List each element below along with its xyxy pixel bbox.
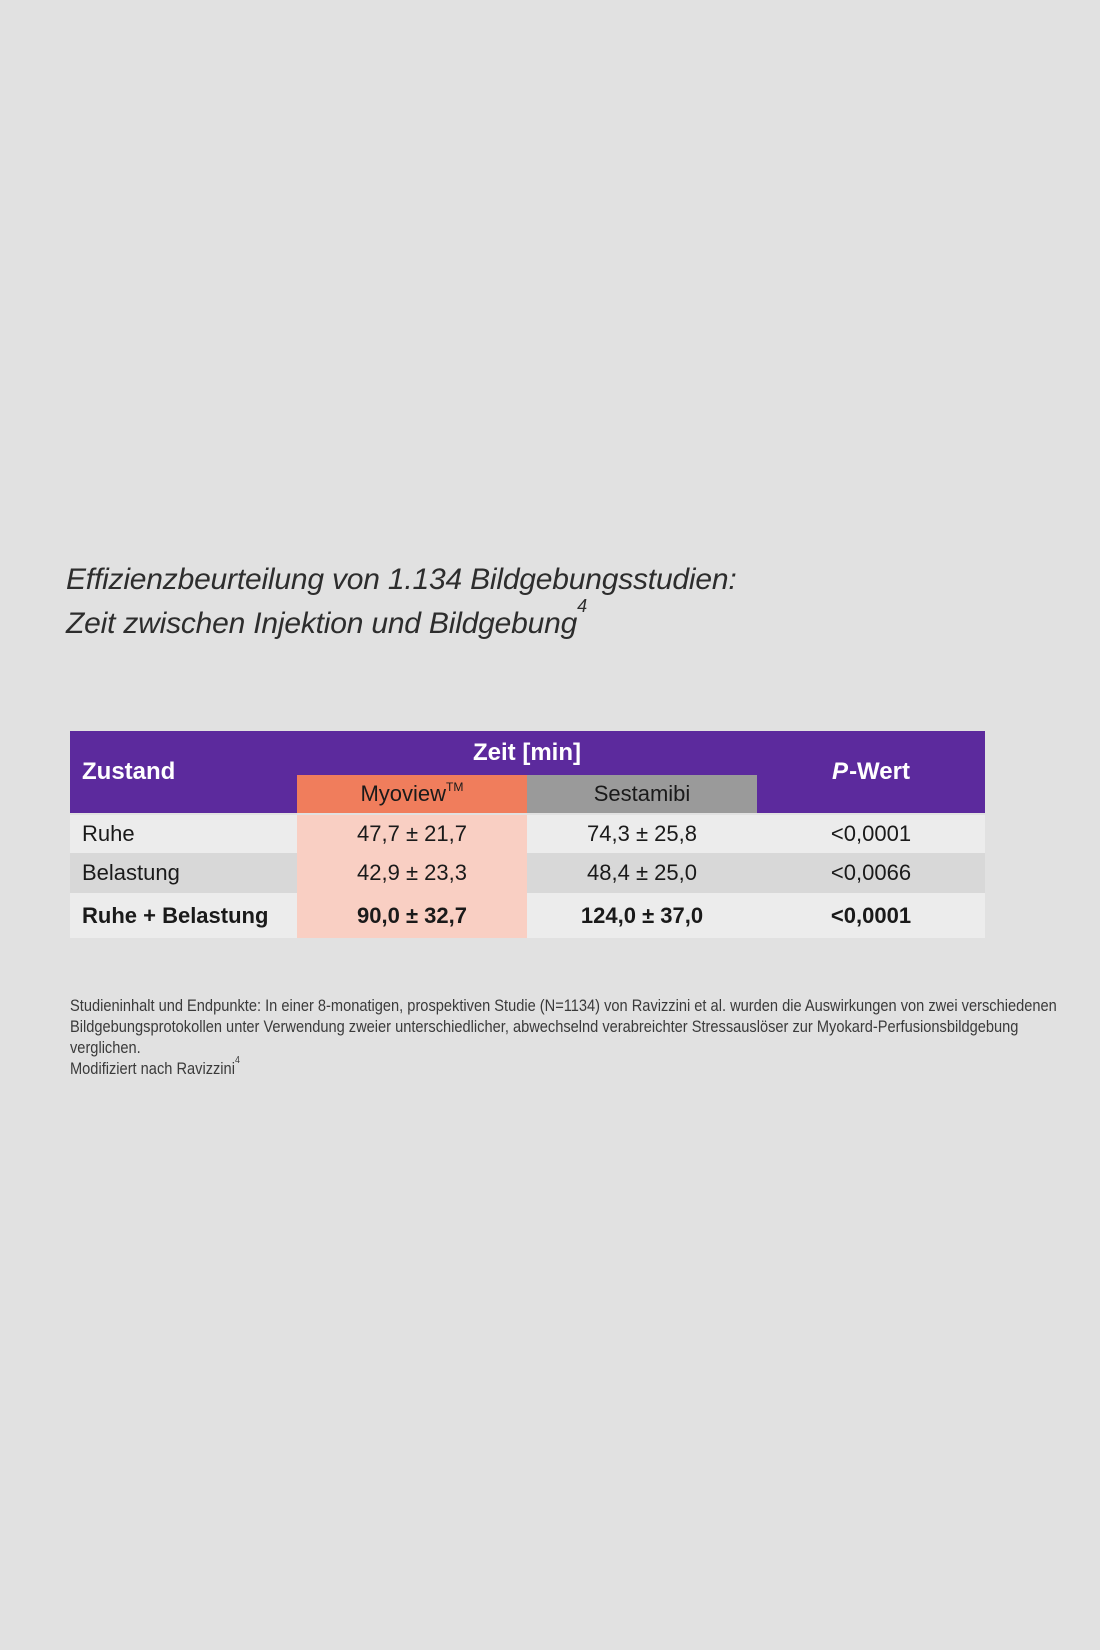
header-cell-zeit-min: Zeit [min] (297, 731, 757, 775)
header-cell-zustand: Zustand (70, 731, 297, 813)
cell-sestamibi-value: 124,0 ± 37,0 (580, 902, 704, 928)
efficiency-study-table: Zustand Zeit [min] P -Wert Myoview TM Sest… (70, 731, 985, 938)
table-row-belastung: Belastung 42,9 ± 23,3 48,4 ± 25,0 <0,006… (70, 853, 985, 893)
subheader-cell-myoview: Myoview TM (297, 775, 527, 813)
title-line-1: Effizienzbeurteilung von 1.134 Bildgebun… (66, 563, 737, 596)
footnote-line-2: Bildgebungsprotokollen unter Verwendung … (70, 1017, 1019, 1036)
footnote-modified-line: Modifiziert nach Ravizzini4 (70, 1054, 1057, 1079)
cell-sestamibi-value: 48,4 ± 25,0 (587, 860, 697, 885)
page-title: Effizienzbeurteilung von 1.134 Bildgebun… (66, 558, 737, 646)
sestamibi-label: Sestamibi (593, 781, 691, 806)
table-row-ruhe-plus-belastung: Ruhe + Belastung 90,0 ± 32,7 124,0 ± 37,… (70, 893, 985, 938)
footnote-line-1: Studieninhalt und Endpunkte: In einer 8-… (70, 996, 1057, 1015)
footnote-reference-superscript: 4 (234, 1054, 240, 1066)
footnote-modified-text: Modifiziert nach Ravizzini (70, 1059, 235, 1078)
cell-p-wert-value: <0,0001 (830, 821, 912, 846)
cell-p-wert-value: <0,0001 (830, 902, 912, 928)
cell-zustand: Belastung (82, 860, 180, 885)
table-row-ruhe: Ruhe 47,7 ± 21,7 74,3 ± 25,8 <0,0001 (70, 815, 985, 853)
title-line-2-text: Zeit zwischen Injektion und Bildgebung (66, 607, 578, 640)
cell-zustand: Ruhe (82, 821, 135, 846)
title-reference-superscript: 4 (577, 596, 587, 617)
header-zustand-label: Zustand (82, 758, 176, 785)
cell-sestamibi-value: 74,3 ± 25,8 (587, 821, 697, 846)
table-header: Zustand Zeit [min] P -Wert Myoview TM Sest… (70, 731, 985, 813)
subheader-cell-sestamibi: Sestamibi (527, 775, 757, 813)
cell-myoview-value: 90,0 ± 32,7 (297, 893, 527, 938)
header-wert-label: -Wert (849, 758, 910, 785)
study-footnote: Studieninhalt und Endpunkte: In einer 8-… (70, 995, 1057, 1079)
cell-p-wert-value: <0,0066 (830, 860, 912, 885)
myoview-label: Myoview (360, 781, 447, 806)
header-cell-p-wert: P -Wert (757, 731, 985, 813)
cell-myoview-value: 47,7 ± 21,7 (297, 815, 527, 853)
header-p-italic: P (832, 758, 849, 785)
footnote-line-3: verglichen. (70, 1038, 141, 1057)
header-zeit-label: Zeit [min] (473, 739, 581, 766)
cell-myoview-value: 42,9 ± 23,3 (297, 853, 527, 893)
cell-zustand: Ruhe + Belastung (82, 902, 269, 928)
title-line-2: Zeit zwischen Injektion und Bildgebung4 (66, 597, 736, 646)
